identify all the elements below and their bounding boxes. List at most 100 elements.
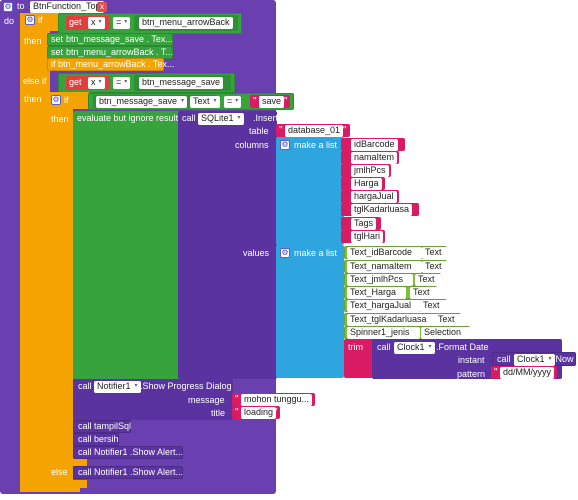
close-icon[interactable]: x bbox=[97, 2, 107, 12]
column-item[interactable]: jmlhPcs bbox=[351, 165, 389, 177]
else-if-label: else if bbox=[23, 76, 47, 86]
notifier-component[interactable]: Notifier1 ▾ bbox=[94, 381, 141, 393]
pattern-value[interactable]: dd/MM/yyyy bbox=[500, 367, 555, 379]
sqlite-component[interactable]: SQLite1 ▾ bbox=[198, 113, 244, 125]
value-property[interactable]: Text bbox=[422, 247, 452, 259]
call-name: tampilSql bbox=[94, 421, 132, 431]
title-value[interactable]: loading bbox=[241, 407, 277, 419]
text-save[interactable]: save bbox=[259, 96, 285, 108]
set-block-1[interactable] bbox=[47, 33, 173, 46]
if-block-inner[interactable] bbox=[47, 92, 73, 482]
clock-component[interactable]: Clock1 ▾ bbox=[394, 342, 435, 354]
column-item[interactable]: tglKadarluasa bbox=[351, 204, 413, 216]
value-property[interactable]: Text bbox=[410, 287, 440, 299]
to-label: to bbox=[17, 1, 25, 11]
value-component[interactable]: Text_hargaJual bbox=[347, 300, 422, 312]
column-item[interactable]: Tags bbox=[351, 218, 377, 230]
make-list-values[interactable] bbox=[276, 245, 344, 378]
call-label: call bbox=[497, 354, 511, 364]
op-equals-3[interactable]: = ▾ bbox=[224, 96, 242, 108]
trim-block[interactable] bbox=[344, 339, 374, 378]
call-label: call bbox=[377, 342, 391, 352]
set-text-1: btn_message_save . Tex... bbox=[66, 34, 173, 44]
if-inner-mid bbox=[47, 458, 87, 466]
quote-open: " bbox=[279, 125, 283, 136]
if-label-small: if bbox=[51, 59, 56, 69]
sqlite-insert-block[interactable] bbox=[178, 111, 277, 379]
value-component[interactable]: Text_namaItem bbox=[347, 261, 422, 273]
value-component[interactable]: Text_jmlhPcs bbox=[347, 274, 414, 286]
value-component[interactable]: Text_idBarcode bbox=[347, 247, 423, 259]
column-item[interactable]: hargaJual bbox=[351, 191, 397, 203]
value-component[interactable]: Spinner1_jenis bbox=[347, 327, 420, 339]
value-component[interactable]: Text_tglKadarluasa bbox=[347, 314, 437, 326]
then-label: then bbox=[24, 36, 42, 46]
pattern-label: pattern bbox=[457, 369, 486, 379]
column-item[interactable]: idBarcode bbox=[351, 139, 398, 151]
var-x-2[interactable]: x ▾ bbox=[88, 77, 105, 89]
gear-icon[interactable]: ⚙ bbox=[25, 15, 35, 25]
call-name: bersih bbox=[94, 434, 119, 444]
call-tampilsql[interactable] bbox=[73, 420, 131, 433]
property-name[interactable]: Text ▾ bbox=[190, 96, 220, 108]
value-property[interactable]: Text bbox=[415, 274, 445, 286]
column-item[interactable]: namaItem bbox=[351, 152, 398, 164]
trim-label: trim bbox=[348, 342, 363, 352]
column-item[interactable]: tglHari bbox=[351, 231, 384, 243]
gear-icon[interactable]: ⚙ bbox=[280, 248, 290, 258]
else-label-inner: else bbox=[51, 467, 68, 477]
var-x[interactable]: x ▾ bbox=[88, 17, 105, 29]
op-equals-2[interactable]: = ▾ bbox=[113, 77, 131, 89]
value-property[interactable]: Text bbox=[422, 261, 452, 273]
instant-label: instant bbox=[458, 355, 485, 365]
quote-close: " bbox=[284, 96, 288, 107]
table-name[interactable]: database_01 bbox=[285, 125, 344, 137]
do-label: do bbox=[4, 16, 15, 26]
op-equals[interactable]: = ▾ bbox=[113, 17, 131, 29]
column-item[interactable]: Harga bbox=[351, 178, 382, 190]
make-list-label: make a list bbox=[294, 248, 338, 258]
if-inner-footer bbox=[47, 480, 87, 488]
call-label: call bbox=[182, 113, 196, 123]
quote-close: " bbox=[551, 367, 555, 378]
format-date-method: .Format Date bbox=[436, 342, 489, 352]
if-footer bbox=[20, 484, 80, 492]
component-name[interactable]: btn_message_save ▾ bbox=[96, 96, 188, 108]
insert-method: .Insert bbox=[253, 113, 279, 123]
evaluate-block[interactable] bbox=[73, 111, 181, 379]
value-property[interactable]: Selection bbox=[421, 327, 472, 339]
call-bersih[interactable] bbox=[73, 433, 119, 446]
gear-icon[interactable]: ⚙ bbox=[3, 2, 13, 12]
value-property[interactable]: Text bbox=[435, 314, 465, 326]
then-label-inner: then bbox=[51, 114, 69, 124]
component-value-1[interactable]: btn_menu_arrowBack bbox=[139, 17, 233, 29]
set-label: set bbox=[51, 47, 64, 57]
make-list-columns[interactable] bbox=[276, 137, 344, 245]
call-label: call bbox=[78, 421, 92, 431]
title-label: title bbox=[211, 408, 226, 418]
call-show-alert[interactable] bbox=[73, 446, 183, 459]
quote-close: " bbox=[308, 394, 312, 405]
procedure-name[interactable]: BtnFunction_Top bbox=[30, 1, 104, 13]
message-value[interactable]: mohon tunggu... bbox=[241, 394, 313, 406]
quote-close: " bbox=[343, 125, 347, 136]
quote-open: " bbox=[494, 367, 498, 378]
gear-icon[interactable]: ⚙ bbox=[51, 95, 61, 105]
then-label-2: then bbox=[24, 94, 42, 104]
value-component[interactable]: Text_Harga bbox=[347, 287, 407, 299]
value-property[interactable]: Text bbox=[420, 300, 450, 312]
clock-component-2[interactable]: Clock1 ▾ bbox=[514, 354, 555, 366]
component-value-2[interactable]: btn_message_save bbox=[139, 77, 224, 89]
make-list-label: make a list bbox=[294, 140, 338, 150]
now-method: .Now bbox=[553, 354, 574, 364]
gear-icon[interactable]: ⚙ bbox=[280, 140, 290, 150]
get-label: get bbox=[69, 17, 82, 27]
if-block-outer[interactable] bbox=[20, 13, 50, 491]
quote-open: " bbox=[235, 407, 239, 418]
get-label: get bbox=[69, 77, 82, 87]
call-name: Notifier1 .Show Alert... bbox=[94, 447, 184, 457]
progress-method: .Show Progress Dialog bbox=[140, 381, 232, 391]
if-block-small[interactable] bbox=[47, 58, 164, 71]
quote-open: " bbox=[235, 394, 239, 405]
call-show-alert-else[interactable] bbox=[73, 466, 183, 479]
